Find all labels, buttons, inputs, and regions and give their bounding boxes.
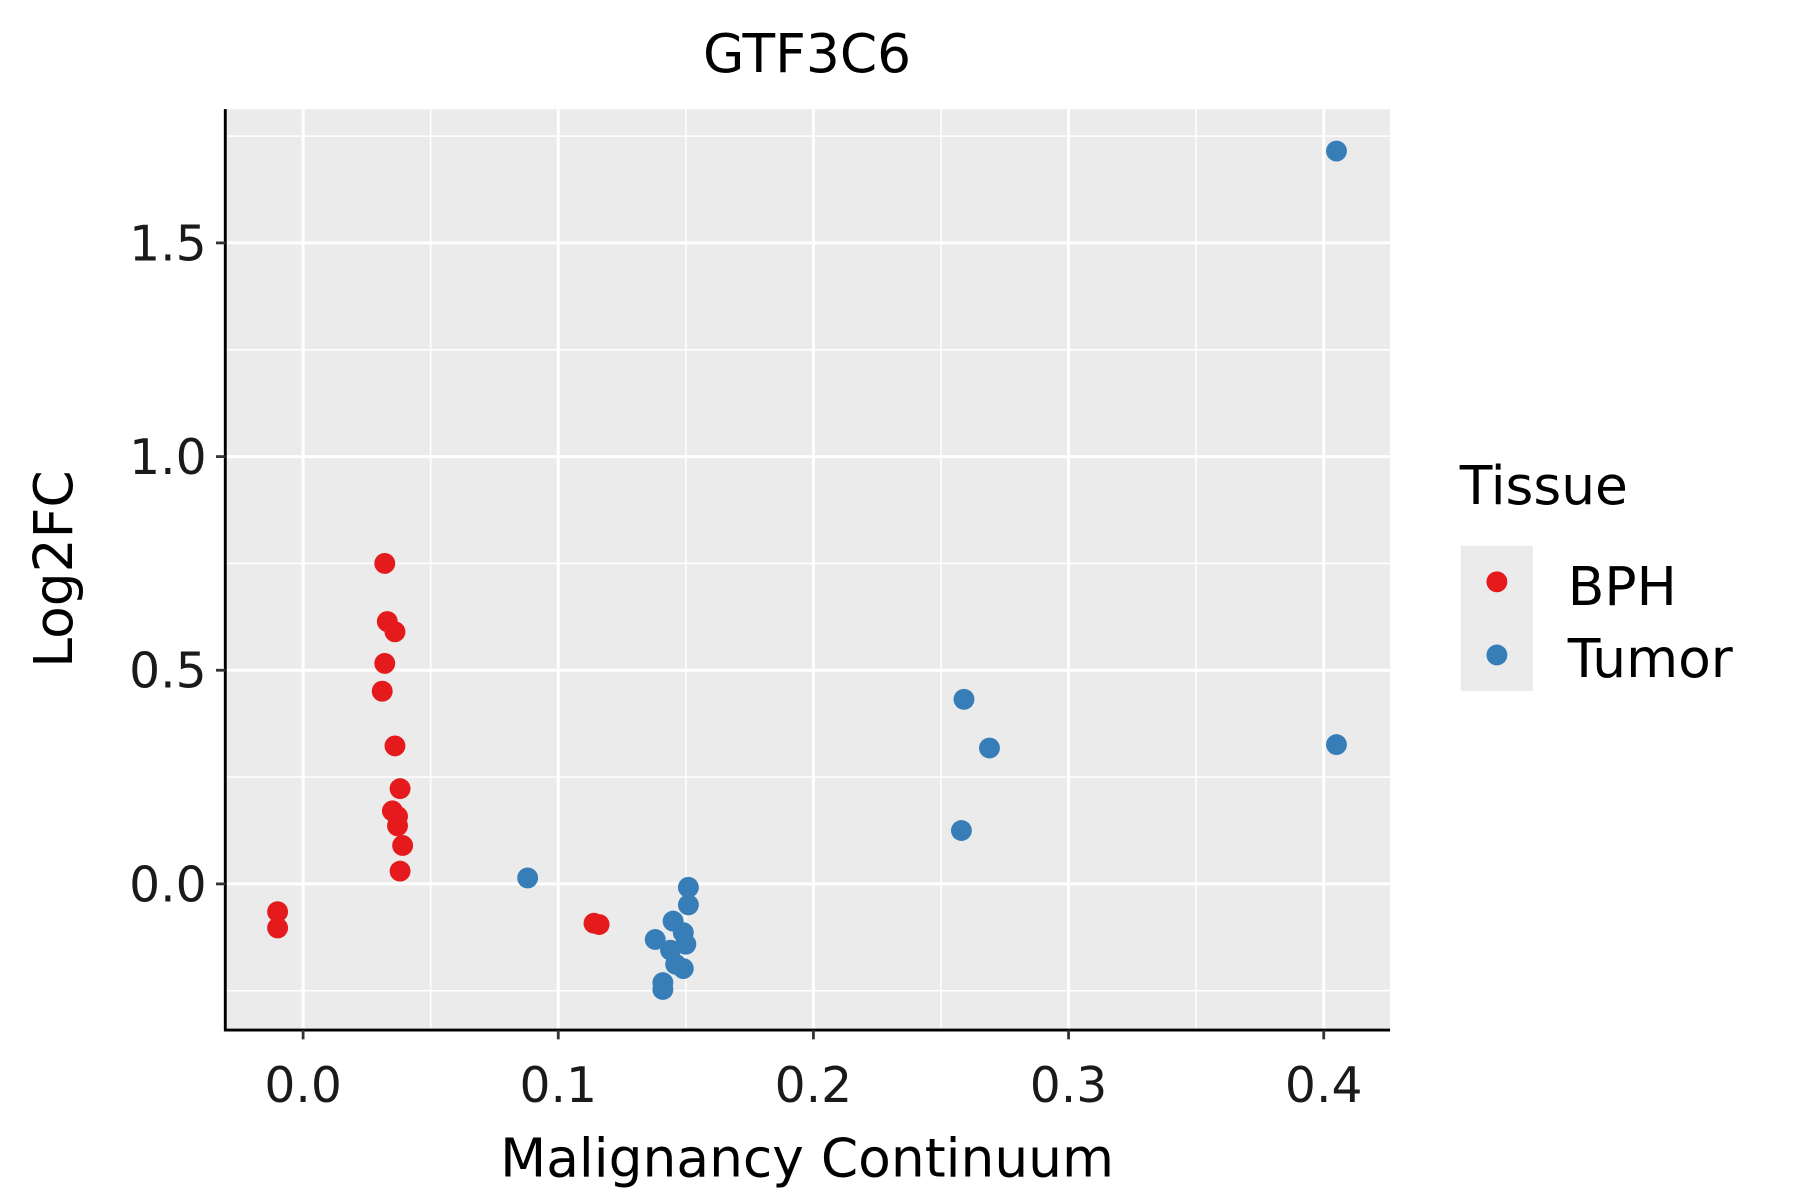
legend-title: Tissue [1459, 454, 1628, 517]
x-tick-label: 0.4 [1285, 1057, 1363, 1114]
data-point-tumor [950, 820, 972, 841]
legend-label-tumor: Tumor [1567, 627, 1733, 690]
data-point-tumor [953, 688, 975, 710]
data-point-bph [374, 552, 396, 574]
data-point-bph [371, 680, 393, 702]
data-point-tumor [517, 867, 539, 889]
y-tick-label: 1.5 [129, 215, 207, 272]
y-tick-label: 0.5 [129, 643, 207, 700]
data-point-tumor [979, 737, 1000, 759]
axis-ticks: 0.0 0.1 0.2 0.3 0.4 0.0 0.5 1.0 1.5 [129, 215, 1362, 1114]
data-point-tumor [677, 894, 699, 916]
data-point-tumor [1326, 140, 1347, 162]
data-point-tumor [1326, 734, 1347, 756]
data-point-bph [588, 914, 610, 935]
chart-title: GTF3C6 [703, 22, 911, 85]
x-tick-label: 0.0 [264, 1057, 342, 1114]
legend: Tissue BPH Tumor [1459, 454, 1733, 691]
data-point-bph [384, 621, 406, 643]
data-point-tumor [677, 876, 699, 898]
x-axis-label: Malignancy Continuum [500, 1126, 1114, 1189]
data-point-tumor [652, 979, 674, 1000]
data-point-bph [374, 652, 396, 674]
data-point-bph [389, 860, 411, 882]
y-tick-label: 0.0 [129, 856, 207, 913]
y-tick-label: 1.0 [129, 429, 207, 486]
data-point-bph [384, 735, 406, 757]
data-point-bph [392, 835, 414, 856]
x-tick-label: 0.2 [775, 1057, 853, 1114]
data-point-tumor [672, 958, 694, 979]
plot-panel [225, 109, 1391, 1031]
x-tick-label: 0.1 [519, 1057, 597, 1114]
y-axis-label: Log2FC [22, 470, 85, 667]
legend-key-bph [1486, 571, 1508, 593]
data-point-bph [389, 778, 411, 800]
legend-label-bph: BPH [1568, 555, 1677, 618]
data-point-tumor [644, 929, 666, 950]
data-point-bph [387, 815, 408, 837]
legend-key-background [1460, 545, 1533, 691]
data-point-bph [267, 901, 289, 923]
legend-key-tumor [1486, 644, 1508, 666]
x-tick-label: 0.3 [1030, 1057, 1108, 1114]
data-points [267, 140, 1347, 1000]
gridlines [225, 109, 1391, 1031]
data-point-bph [267, 917, 289, 939]
